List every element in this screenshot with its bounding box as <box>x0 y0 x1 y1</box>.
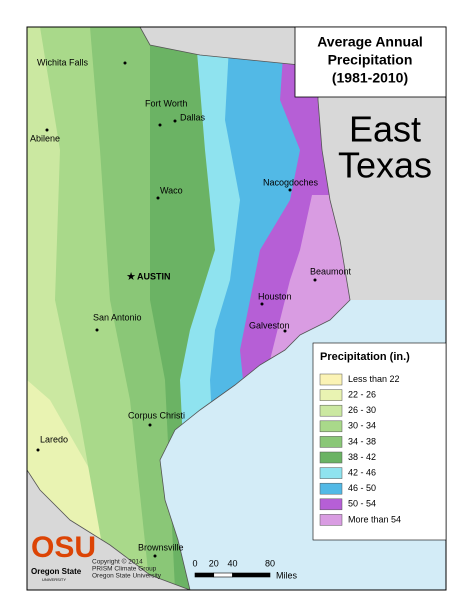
legend-label: 30 - 34 <box>348 421 376 431</box>
title: Average Annual Precipitation (1981-2010) <box>317 34 423 86</box>
city-label: Abilene <box>30 133 60 143</box>
credits: Copyright © 2014 PRISM Climate Group Ore… <box>92 558 162 580</box>
cities: Wichita Falls Fort Worth Dallas Abilene Waco… <box>30 57 352 558</box>
city-label: Beaumont <box>310 266 352 276</box>
legend-swatch <box>319 389 343 401</box>
legend-label: 34 - 38 <box>348 436 376 446</box>
city-label: Nacogdoches <box>263 177 319 187</box>
city-dot <box>45 128 49 132</box>
title-box <box>294 26 447 98</box>
logo-name: Oregon State <box>31 567 82 576</box>
legend-label: Less than 22 <box>348 374 400 384</box>
scale-label: 0 <box>192 558 197 568</box>
city-dot <box>148 423 152 427</box>
credit-line: Oregon State University <box>92 573 162 580</box>
region-label-line: Texas <box>338 145 432 186</box>
legend-label: 42 - 46 <box>348 467 376 477</box>
city-label: Wichita Falls <box>37 57 89 67</box>
legend-swatch <box>319 373 343 386</box>
credit-line: PRISM Climate Group <box>92 566 157 573</box>
city-label: Waco <box>160 185 183 195</box>
legend: Less than 22 22 - 26 26 - 30 30 - 34 34 - 38… <box>319 373 401 526</box>
scale-label: 40 <box>227 558 237 568</box>
city-label: Galveston <box>249 320 290 330</box>
legend-label: 46 - 50 <box>348 483 376 493</box>
legend-label: 26 - 30 <box>348 405 376 415</box>
city-dot <box>156 196 160 200</box>
texas-border <box>27 27 351 590</box>
city-label: San Antonio <box>93 312 142 322</box>
city-label: Dallas <box>180 112 206 122</box>
city-dot <box>260 302 264 306</box>
zone <box>27 27 40 200</box>
legend-swatch <box>319 498 343 511</box>
city-dot <box>173 119 177 123</box>
scale-segment <box>213 572 233 578</box>
city-dot <box>36 448 40 452</box>
legend-swatch <box>319 420 343 433</box>
legend-swatch <box>319 451 343 464</box>
title-line: Precipitation <box>328 52 413 68</box>
city-dot <box>123 61 127 65</box>
legend-label: More than 54 <box>348 514 401 524</box>
logo: OSU Oregon State UNIVERSITY <box>31 531 96 582</box>
region-label: East Texas <box>338 109 432 186</box>
city-label: Laredo <box>40 434 68 444</box>
scale-segment <box>194 572 215 578</box>
city-label: AUSTIN <box>137 271 171 281</box>
title-line: (1981-2010) <box>332 70 408 86</box>
logo-sub: UNIVERSITY <box>42 577 66 582</box>
city-dot <box>283 329 287 333</box>
scale-label: 20 <box>209 558 219 568</box>
city-label: Brownsville <box>138 542 184 552</box>
zone <box>270 195 350 360</box>
city-dot <box>313 278 317 282</box>
city-label: Corpus Christi <box>128 410 185 420</box>
city-dot <box>153 554 157 558</box>
credit-line: Copyright © 2014 <box>92 558 143 566</box>
legend-label: 50 - 54 <box>348 499 376 509</box>
city-label: Fort Worth <box>145 98 187 108</box>
scale-segment <box>232 572 271 578</box>
scale-label: 80 <box>265 558 275 568</box>
city-label: Houston <box>258 291 292 301</box>
legend-swatch <box>319 482 343 495</box>
legend-title: Precipitation (in.) <box>320 351 410 363</box>
city-dot <box>288 188 292 192</box>
region-label-line: East <box>349 109 421 150</box>
city-dot <box>95 328 99 332</box>
legend-swatch <box>319 436 343 448</box>
legend-label: 38 - 42 <box>348 452 376 462</box>
map-frame <box>26 26 447 591</box>
capital-star: ★ <box>126 271 136 283</box>
legend-swatch <box>319 514 343 526</box>
scale-unit: Miles <box>276 570 298 580</box>
title-line: Average Annual <box>317 34 423 50</box>
city-dot <box>158 123 162 127</box>
legend-swatch <box>319 404 343 417</box>
legend-label: 22 - 26 <box>348 389 376 399</box>
logo-mark: OSU <box>31 531 96 564</box>
legend-swatch <box>319 467 343 479</box>
